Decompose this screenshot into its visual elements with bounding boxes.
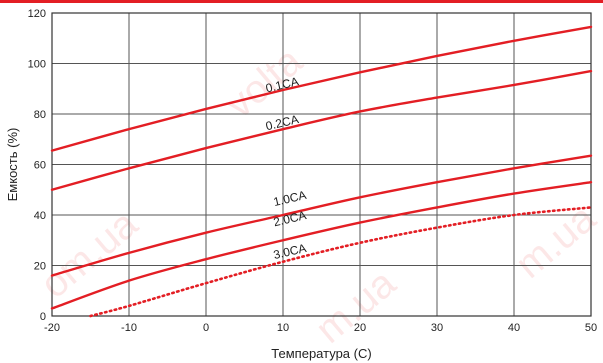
y-tick-label: 120 xyxy=(28,8,46,20)
watermark-text: m.ua xyxy=(508,196,603,287)
y-tick-label: 0 xyxy=(40,311,46,323)
x-tick-label: 50 xyxy=(585,322,597,334)
series-line-2-0ca xyxy=(50,180,593,310)
top-accent-bar xyxy=(0,0,603,3)
y-tick-label: 20 xyxy=(34,261,46,273)
y-tick-label: 60 xyxy=(34,160,46,172)
series-label-1-0ca: 1.0CA xyxy=(272,188,308,209)
series-line-0-2ca xyxy=(50,69,593,191)
plot-border xyxy=(51,12,592,317)
y-tick-label: 100 xyxy=(28,59,46,71)
series-label-2-0ca: 2.0CA xyxy=(272,208,308,229)
series-line-3-0ca xyxy=(89,206,593,318)
x-tick-label: 30 xyxy=(431,322,443,334)
x-tick-label: -10 xyxy=(121,322,137,334)
y-tick-label: 80 xyxy=(34,109,46,121)
watermark-text: m.ua xyxy=(308,261,405,352)
x-tick-label: -20 xyxy=(44,322,60,334)
series-line-0-1ca xyxy=(50,25,593,152)
y-axis-title: Емкость (%) xyxy=(5,128,20,202)
x-tick-label: 0 xyxy=(203,322,209,334)
x-axis-title: Температура (С) xyxy=(271,346,371,361)
series-line-1-0ca xyxy=(50,154,593,277)
x-tick-label: 10 xyxy=(277,322,289,334)
y-tick-label: 40 xyxy=(34,210,46,222)
x-tick-label: 20 xyxy=(354,322,366,334)
x-tick-label: 40 xyxy=(508,322,520,334)
